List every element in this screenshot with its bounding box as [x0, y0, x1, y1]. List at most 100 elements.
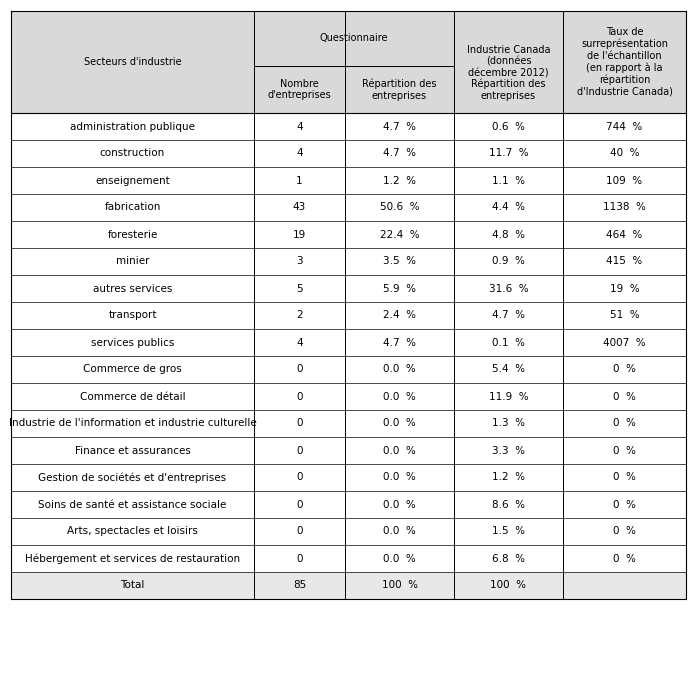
Bar	[563, 383, 686, 410]
Bar	[254, 221, 345, 248]
Bar	[563, 140, 686, 167]
Text: 0.0  %: 0.0 %	[383, 419, 416, 428]
Text: 1.3  %: 1.3 %	[492, 419, 525, 428]
Text: Répartition des
entreprises: Répartition des entreprises	[471, 79, 546, 100]
Text: 0  %: 0 %	[613, 419, 636, 428]
Bar	[254, 194, 345, 221]
Text: fabrication: fabrication	[105, 202, 161, 212]
Text: 5: 5	[296, 283, 302, 294]
Bar	[345, 11, 454, 113]
Bar	[254, 167, 345, 194]
Bar	[454, 11, 563, 113]
Text: Secteurs d'industrie: Secteurs d'industrie	[84, 57, 181, 67]
Bar	[454, 491, 563, 518]
Text: 0  %: 0 %	[613, 391, 636, 402]
Bar	[454, 248, 563, 275]
Text: transport: transport	[108, 311, 157, 320]
Bar	[254, 518, 345, 545]
Text: 2: 2	[296, 311, 302, 320]
Text: Finance et assurances: Finance et assurances	[75, 445, 190, 456]
Bar	[254, 329, 345, 356]
Text: 11.7  %: 11.7 %	[489, 148, 528, 158]
Text: 0.9  %: 0.9 %	[492, 257, 525, 266]
Text: 0: 0	[296, 445, 302, 456]
Text: 43: 43	[293, 202, 306, 212]
Text: 4.4  %: 4.4 %	[492, 202, 525, 212]
Text: 1.1  %: 1.1 %	[492, 176, 525, 186]
Text: 4.7  %: 4.7 %	[492, 311, 525, 320]
Text: 51  %: 51 %	[610, 311, 639, 320]
Bar	[563, 11, 686, 113]
Text: Taux de
surreprésentation
de l'échantillon
(en rapport à la
répartition
d'Indust: Taux de surreprésentation de l'échantill…	[576, 27, 673, 97]
Text: Commerce de gros: Commerce de gros	[83, 365, 182, 374]
Bar	[11, 464, 254, 491]
Text: 4: 4	[296, 122, 302, 132]
Bar	[11, 410, 254, 437]
Text: 40  %: 40 %	[610, 148, 639, 158]
Bar	[345, 275, 454, 302]
Bar	[345, 383, 454, 410]
Bar	[454, 464, 563, 491]
Text: 2.4  %: 2.4 %	[383, 311, 416, 320]
Text: 31.6  %: 31.6 %	[489, 283, 528, 294]
Text: Hébergement et services de restauration: Hébergement et services de restauration	[25, 553, 240, 563]
Text: 0  %: 0 %	[613, 553, 636, 563]
Text: 0: 0	[296, 391, 302, 402]
Text: 0: 0	[296, 419, 302, 428]
Bar	[345, 248, 454, 275]
Text: 0: 0	[296, 473, 302, 482]
Bar	[345, 518, 454, 545]
Bar	[345, 221, 454, 248]
Bar	[563, 437, 686, 464]
Bar	[11, 437, 254, 464]
Bar	[254, 383, 345, 410]
Bar	[563, 491, 686, 518]
Bar	[11, 572, 254, 599]
Bar	[11, 518, 254, 545]
Text: autres services: autres services	[93, 283, 172, 294]
Bar	[11, 356, 254, 383]
Bar	[454, 167, 563, 194]
Text: 0.1  %: 0.1 %	[492, 337, 525, 348]
Bar	[563, 221, 686, 248]
Text: enseignement: enseignement	[95, 176, 170, 186]
Bar	[254, 410, 345, 437]
Text: Industrie de l'information et industrie culturelle: Industrie de l'information et industrie …	[8, 419, 256, 428]
Text: services publics: services publics	[91, 337, 174, 348]
Bar	[254, 275, 345, 302]
Text: 0.6  %: 0.6 %	[492, 122, 525, 132]
Bar	[254, 248, 345, 275]
Bar	[254, 113, 345, 140]
Text: 3.5  %: 3.5 %	[383, 257, 416, 266]
Bar	[254, 464, 345, 491]
Bar	[345, 329, 454, 356]
Text: 0  %: 0 %	[613, 473, 636, 482]
Bar	[563, 167, 686, 194]
Bar	[11, 275, 254, 302]
Text: Industrie Canada
(données
décembre 2012): Industrie Canada (données décembre 2012)	[467, 45, 550, 79]
Text: Total: Total	[121, 581, 145, 591]
Bar	[454, 329, 563, 356]
Bar	[345, 140, 454, 167]
Bar	[254, 491, 345, 518]
Bar	[454, 572, 563, 599]
Text: Commerce de détail: Commerce de détail	[79, 391, 185, 402]
Text: construction: construction	[100, 148, 165, 158]
Text: 0: 0	[296, 499, 302, 510]
Bar	[563, 410, 686, 437]
Bar	[563, 518, 686, 545]
Bar	[345, 545, 454, 572]
Bar	[345, 194, 454, 221]
Bar	[11, 167, 254, 194]
Bar	[454, 113, 563, 140]
Text: 100  %: 100 %	[381, 581, 418, 591]
Bar	[454, 302, 563, 329]
Text: 4.7  %: 4.7 %	[383, 148, 416, 158]
Bar	[254, 437, 345, 464]
Bar	[563, 329, 686, 356]
Text: 744  %: 744 %	[606, 122, 643, 132]
Bar	[454, 221, 563, 248]
Bar	[454, 437, 563, 464]
Bar	[11, 194, 254, 221]
Text: 85: 85	[293, 581, 306, 591]
